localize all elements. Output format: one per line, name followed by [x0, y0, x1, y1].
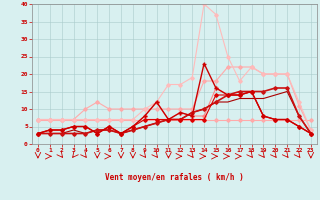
X-axis label: Vent moyen/en rafales ( km/h ): Vent moyen/en rafales ( km/h ) [105, 173, 244, 182]
